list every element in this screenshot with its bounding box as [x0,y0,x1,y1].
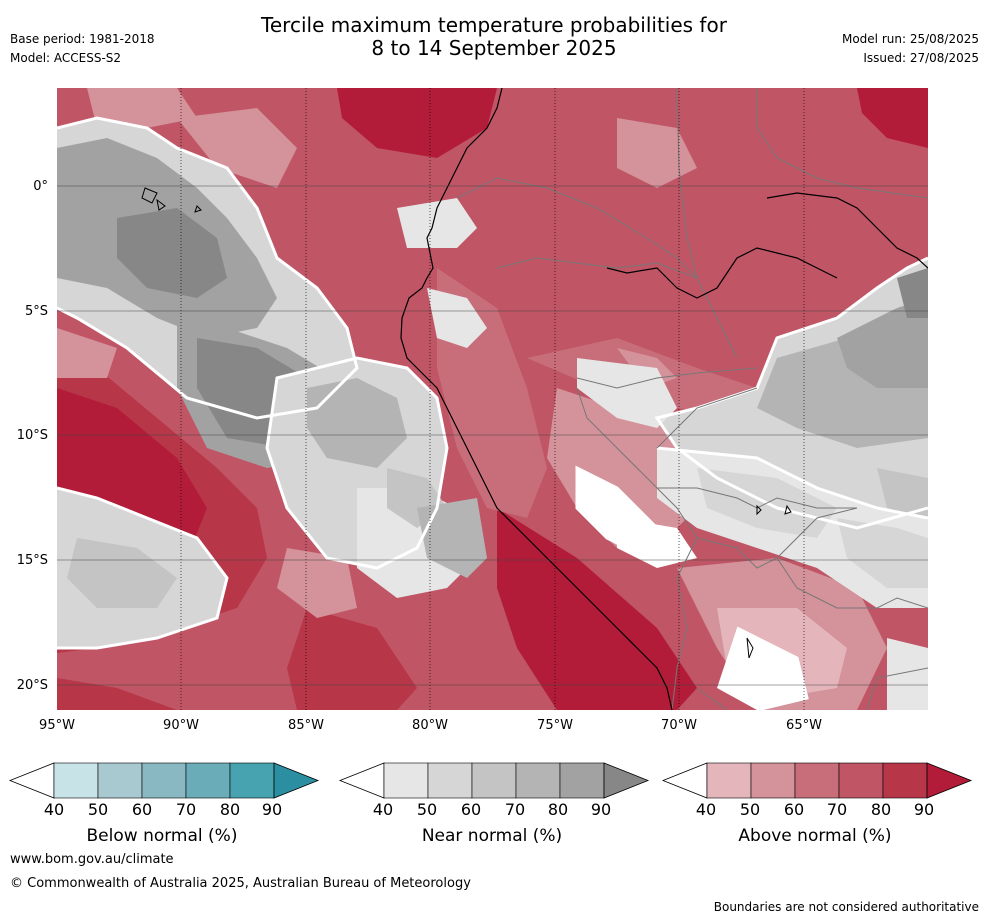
below-normal-title: Below normal (%) [86,826,238,846]
near-colorbar-high-extend [603,762,650,799]
near-tick-80: 80 [547,800,569,819]
disclaimer-text: Boundaries are not considered authoritat… [713,900,979,914]
copyright-text: © Commonwealth of Australia 2025, Austra… [10,876,471,891]
graticule-latitudes [57,185,928,686]
colorbar-below-normal [8,762,320,799]
near-colorbar-segment [427,762,473,799]
below-colorbar-segment [53,762,99,799]
near-normal-title: Near normal (%) [421,826,563,846]
below-tick-50: 50 [87,800,109,819]
base-period-label: Base period: 1981-2018 [10,32,155,46]
near-tick-50: 50 [416,800,438,819]
probability-map [57,88,928,710]
near-tick-90: 90 [590,800,612,819]
above-colorbar-segment [838,762,884,799]
below-tick-70: 70 [175,800,197,819]
lat-label-10s: 10°S [16,428,48,443]
below-tick-80: 80 [219,800,241,819]
lat-label-15s: 15°S [16,553,48,568]
below-tick-60: 60 [131,800,153,819]
colorbar-above-normal [661,762,973,799]
lat-label-20s: 20°S [16,678,48,693]
above-tick-80: 80 [870,800,892,819]
above-colorbar-segment [706,762,752,799]
near-colorbar-segment [383,762,429,799]
below-colorbar-segment [97,762,143,799]
above-tick-40: 40 [695,800,717,819]
below-colorbar-high-extend [273,762,320,799]
below-tick-90: 90 [261,800,283,819]
below-tick-40: 40 [43,800,65,819]
above-colorbar-segment [750,762,796,799]
lon-label-75w: 75°W [537,718,573,733]
near-colorbar-low-extend [338,762,385,799]
title-line-1: Tercile maximum temperature probabilitie… [261,13,727,37]
lon-label-70w: 70°W [661,718,697,733]
above-colorbar-low-extend [661,762,708,799]
above-tick-90: 90 [913,800,935,819]
below-colorbar-segment [229,762,275,799]
above-colorbar-segment [882,762,928,799]
near-tick-40: 40 [372,800,394,819]
islands [141,187,792,659]
lon-label-80w: 80°W [412,718,448,733]
lon-label-95w: 95°W [39,718,75,733]
issued-label: Issued: 27/08/2025 [863,51,979,65]
above-colorbar-segment [794,762,840,799]
above-tick-70: 70 [826,800,848,819]
above-tick-50: 50 [739,800,761,819]
website-link[interactable]: www.bom.gov.au/climate [10,852,174,867]
map-title: Tercile maximum temperature probabilitie… [0,14,988,60]
near-tick-70: 70 [504,800,526,819]
above-tick-60: 60 [783,800,805,819]
lat-label-0: 0° [33,179,48,194]
below-colorbar-low-extend [8,762,55,799]
model-run-label: Model run: 25/08/2025 [841,32,979,46]
below-colorbar-segment [185,762,231,799]
lon-label-85w: 85°W [288,718,324,733]
near-colorbar-segment [471,762,517,799]
above-normal-title: Above normal (%) [738,826,892,846]
colorbar-near-normal [338,762,650,799]
near-colorbar-segment [559,762,605,799]
model-label: Model: ACCESS-S2 [10,51,122,65]
title-line-2: 8 to 14 September 2025 [371,36,617,60]
above-colorbar-high-extend [926,762,973,799]
lon-label-65w: 65°W [786,718,822,733]
lon-label-90w: 90°W [163,718,199,733]
near-tick-60: 60 [460,800,482,819]
near-colorbar-segment [515,762,561,799]
below-colorbar-segment [141,762,187,799]
lat-label-5s: 5°S [24,304,48,319]
